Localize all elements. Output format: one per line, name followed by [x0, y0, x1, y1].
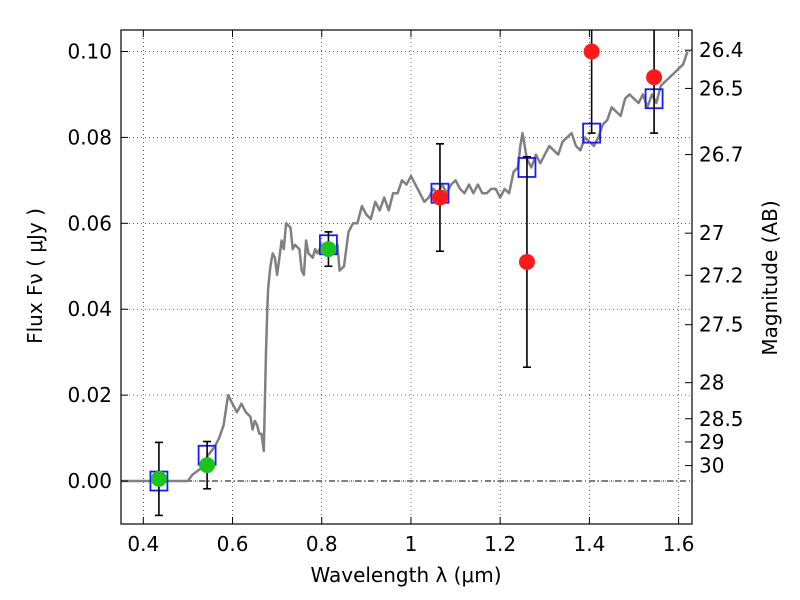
x-axis-label: Wavelength λ (μm)	[310, 563, 501, 587]
data-marks	[149, 30, 664, 517]
y2-tick-label: 28.5	[699, 407, 744, 431]
optical-detection-point	[320, 241, 337, 258]
nir-detection-point	[583, 43, 600, 60]
y2-axis-label: Magnitude (AB)	[758, 200, 782, 355]
y2-tick-label: 27	[699, 221, 724, 245]
y-tick-label: 0.04	[67, 297, 112, 321]
x-tick-label: 1.4	[573, 532, 605, 556]
y2-tick-label: 28	[699, 371, 724, 395]
spectrum-line	[121, 51, 689, 483]
nir-detection-point	[646, 69, 663, 86]
y2-tick-label: 26.4	[699, 38, 744, 62]
y-tick-label: 0.06	[67, 211, 112, 235]
optical-detection-point	[199, 457, 216, 474]
x-tick-label: 0.4	[127, 532, 159, 556]
x-tick-label: 1.6	[663, 532, 695, 556]
y2-tick-label: 30	[699, 454, 724, 478]
y2-tick-label: 26.5	[699, 76, 744, 100]
y2-tick-label: 27.5	[699, 313, 744, 337]
x-tick-label: 0.8	[306, 532, 338, 556]
x-tick-label: 0.6	[217, 532, 249, 556]
y2-tick-label: 29	[699, 430, 724, 454]
y-axis-label: Flux Fν ( μJy )	[23, 208, 47, 344]
optical-detection-point	[150, 470, 167, 487]
y-tick-label: 0.08	[67, 125, 112, 149]
plot-frame	[120, 29, 693, 525]
nir-detection-point	[518, 253, 535, 270]
y-tick-label: 0.00	[67, 469, 112, 493]
y2-tick-label: 26.7	[699, 143, 744, 167]
x-tick-label: 1.2	[484, 532, 516, 556]
y2-tick-label: 27.2	[699, 263, 744, 287]
nir-detection-point	[431, 189, 448, 206]
x-tick-label: 1	[405, 532, 418, 556]
y-tick-label: 0.02	[67, 383, 112, 407]
axes: 0.4 0.6 0.8 1 1.2 1.4 1.6 0.00 0.02 0.04 0.06 0.08 0…	[67, 30, 744, 556]
y-tick-label: 0.10	[67, 39, 112, 63]
